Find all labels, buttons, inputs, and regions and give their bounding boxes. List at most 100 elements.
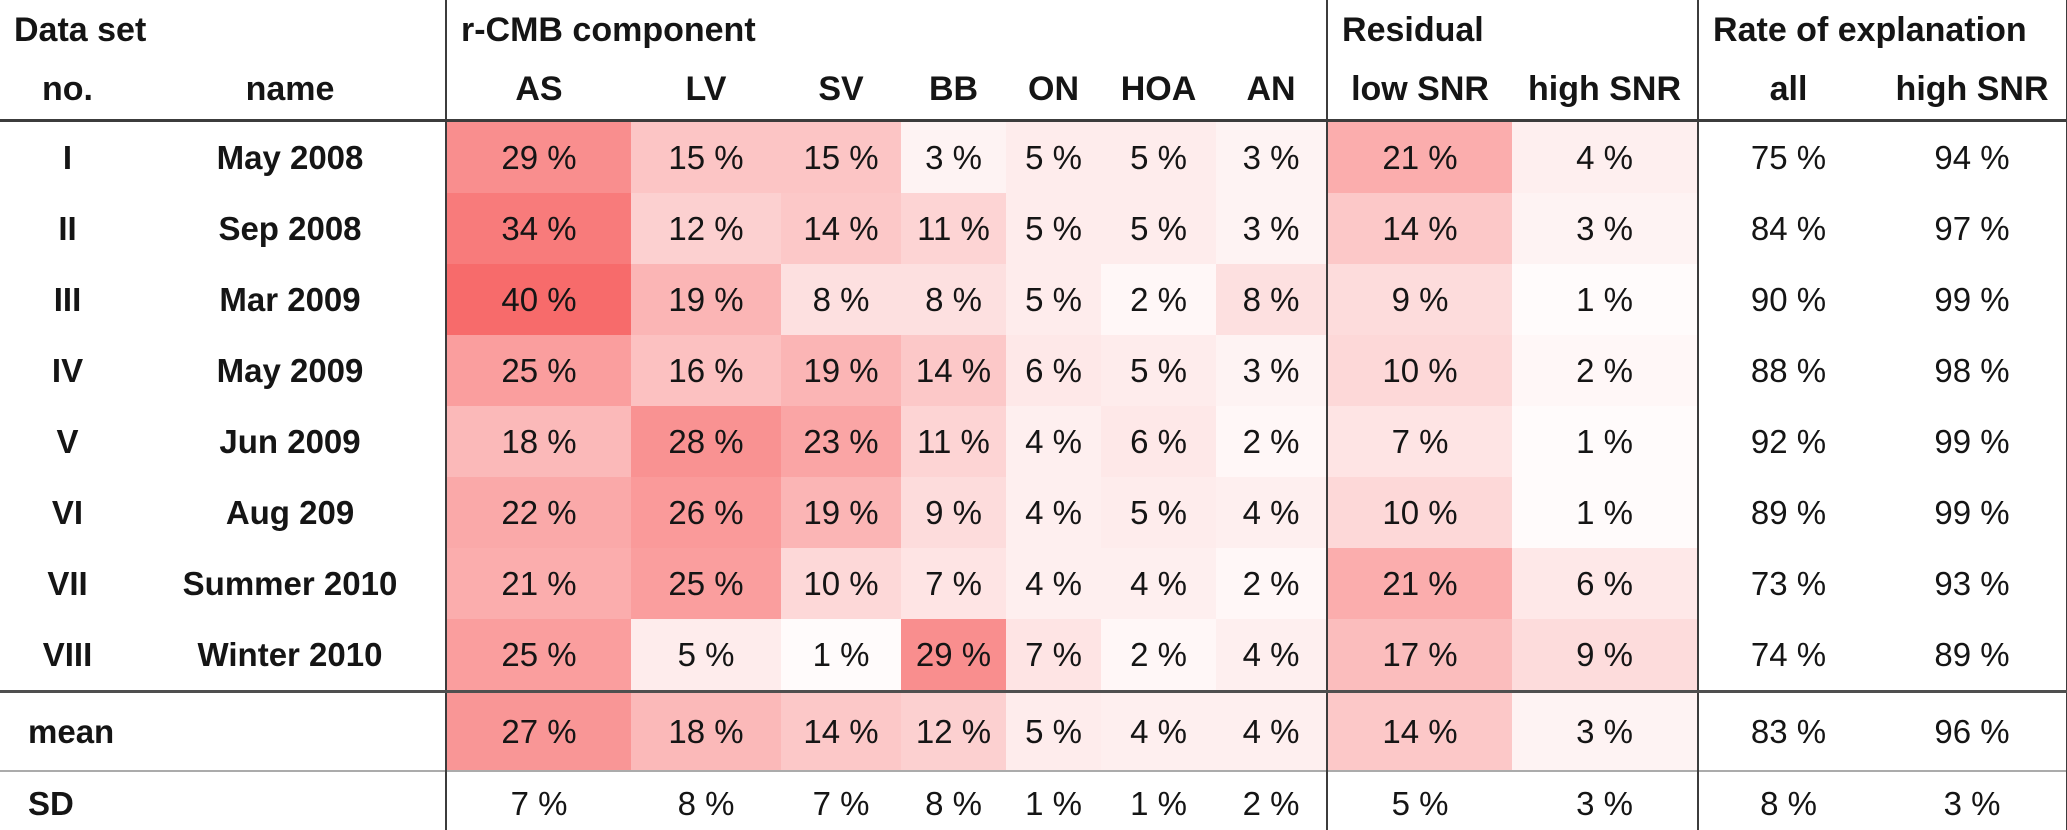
cell-dataset-name: Summer 2010: [182, 564, 398, 602]
cell-high-snr-residual: 1 %: [1512, 264, 1699, 335]
cell-bb: 12 %: [901, 691, 1006, 771]
cell-an: 2 %: [1216, 406, 1328, 477]
cell-as: 25 %: [445, 619, 631, 692]
cell-bb: 29 %: [901, 619, 1006, 692]
cell-high-snr-residual: 3 %: [1576, 784, 1633, 822]
cell-an: 3 %: [1216, 335, 1328, 406]
cell-all: 75 %: [1697, 120, 1879, 193]
cell-sv: 14 %: [781, 193, 901, 264]
table-header: Data set r-CMB component Residual Rate o…: [0, 0, 2067, 121]
cell-hoa: 5 %: [1101, 477, 1216, 548]
cell-as: 34 %: [445, 193, 631, 264]
cell-dataset-name: Mar 2009: [219, 280, 361, 318]
cell-as: 18 %: [445, 406, 631, 477]
cell-dataset-no: V: [56, 422, 79, 460]
cell-all: 83 %: [1697, 691, 1879, 771]
header-group-row: Data set r-CMB component Residual Rate o…: [0, 0, 2067, 60]
cell-low-snr: 10 %: [1326, 477, 1513, 548]
cell-bb: 7 %: [901, 548, 1006, 619]
cell-lv: 16 %: [631, 335, 781, 406]
cell-on: 7 %: [1006, 619, 1101, 692]
cell-an: 2 %: [1216, 548, 1328, 619]
col-header-on: ON: [1028, 70, 1079, 108]
table-row: VII Summer 2010 21 % 25 % 10 % 7 % 4 % 4 % 2 % 21…: [0, 548, 2067, 619]
cell-all: 92 %: [1697, 406, 1879, 477]
cell-on: 5 %: [1006, 193, 1101, 264]
cell-bb: 14 %: [901, 335, 1006, 406]
table-row: VI Aug 209 22 % 26 % 19 % 9 % 4 % 5 % 4 % 10 % 1 %…: [0, 477, 2067, 548]
col-header-low-snr: low SNR: [1326, 60, 1513, 121]
cell-hoa: 5 %: [1101, 120, 1216, 193]
col-header-lv: LV: [685, 70, 727, 108]
cell-an: 2 %: [1242, 784, 1300, 822]
col-header-high-snr-rate: high SNR: [1878, 60, 2067, 121]
cell-bb: 3 %: [901, 120, 1006, 193]
cell-all: 88 %: [1697, 335, 1879, 406]
cell-dataset-no: VII: [47, 564, 88, 602]
cell-high-snr-residual: 9 %: [1512, 619, 1699, 692]
cell-high-snr-rate: 98 %: [1878, 335, 2067, 406]
cell-an: 8 %: [1216, 264, 1328, 335]
cell-high-snr-rate: 89 %: [1878, 619, 2067, 692]
cell-an: 4 %: [1216, 477, 1328, 548]
cell-hoa: 1 %: [1130, 784, 1187, 822]
cell-on: 6 %: [1006, 335, 1101, 406]
summary-label: SD: [28, 784, 74, 822]
cell-lv: 28 %: [631, 406, 781, 477]
cell-hoa: 5 %: [1101, 335, 1216, 406]
cell-all: 8 %: [1697, 771, 1879, 830]
table-row: II Sep 2008 34 % 12 % 14 % 11 % 5 % 5 % 3 % 14 % 3…: [0, 193, 2067, 264]
cell-high-snr-residual: 1 %: [1512, 406, 1699, 477]
cell-as: 22 %: [445, 477, 631, 548]
cell-on: 4 %: [1006, 477, 1101, 548]
cell-high-snr-residual: 2 %: [1512, 335, 1699, 406]
cell-low-snr: 21 %: [1326, 120, 1513, 193]
cell-lv: 25 %: [631, 548, 781, 619]
cell-an: 4 %: [1216, 691, 1328, 771]
cell-all: 73 %: [1697, 548, 1879, 619]
cell-low-snr: 14 %: [1326, 691, 1513, 771]
cell-low-snr: 21 %: [1326, 548, 1513, 619]
cell-on: 1 %: [1025, 784, 1082, 822]
cell-all: 89 %: [1697, 477, 1879, 548]
cell-hoa: 4 %: [1101, 548, 1216, 619]
cell-an: 3 %: [1216, 193, 1328, 264]
cell-sv: 15 %: [781, 120, 901, 193]
cell-all: 90 %: [1697, 264, 1879, 335]
cell-high-snr-residual: 3 %: [1512, 691, 1699, 771]
cell-high-snr-rate: 93 %: [1878, 548, 2067, 619]
section-header-rcmb-component: r-CMB component: [444, 0, 1328, 60]
cell-as: 25 %: [445, 335, 631, 406]
cell-hoa: 2 %: [1101, 619, 1216, 692]
cell-sv: 19 %: [781, 335, 901, 406]
table-body: I May 2008 29 % 15 % 15 % 3 % 5 % 5 % 3 % 21 % 4 %…: [0, 120, 2067, 830]
summary-row-mean: mean 27 % 18 % 14 % 12 % 5 % 4 % 4 % 14 % 3 % 83 %…: [0, 691, 2067, 771]
col-header-bb: BB: [928, 70, 979, 108]
cell-dataset-no: IV: [51, 351, 84, 389]
cell-sv: 10 %: [781, 548, 901, 619]
cell-dataset-name: Aug 209: [225, 493, 355, 531]
cell-high-snr-residual: 6 %: [1512, 548, 1699, 619]
summary-row-sd: SD 7 % 8 % 7 % 8 % 1 % 1 % 2 % 5 % 3 % 8 % 3 %: [0, 771, 2067, 830]
cell-low-snr: 17 %: [1326, 619, 1513, 692]
cell-on: 5 %: [1006, 691, 1101, 771]
section-header-data-set: Data set: [14, 10, 147, 49]
cell-dataset-no: VIII: [42, 635, 93, 673]
cell-as: 21 %: [445, 548, 631, 619]
cell-high-snr-rate: 3 %: [1878, 771, 2067, 830]
cell-lv: 18 %: [631, 691, 781, 771]
cell-low-snr: 7 %: [1326, 406, 1513, 477]
cell-lv: 8 %: [677, 784, 735, 822]
cell-lv: 19 %: [631, 264, 781, 335]
cell-dataset-no: II: [58, 209, 77, 247]
cell-an: 3 %: [1216, 120, 1328, 193]
cell-low-snr: 14 %: [1326, 193, 1513, 264]
cell-low-snr: 9 %: [1326, 264, 1513, 335]
table-row: III Mar 2009 40 % 19 % 8 % 8 % 5 % 2 % 8 % 9 % 1 %…: [0, 264, 2067, 335]
section-header-rate-of-explanation: Rate of explanation: [1697, 0, 2067, 60]
col-header-high-snr-residual: high SNR: [1528, 70, 1682, 108]
cell-high-snr-residual: 1 %: [1512, 477, 1699, 548]
cell-sv: 23 %: [781, 406, 901, 477]
